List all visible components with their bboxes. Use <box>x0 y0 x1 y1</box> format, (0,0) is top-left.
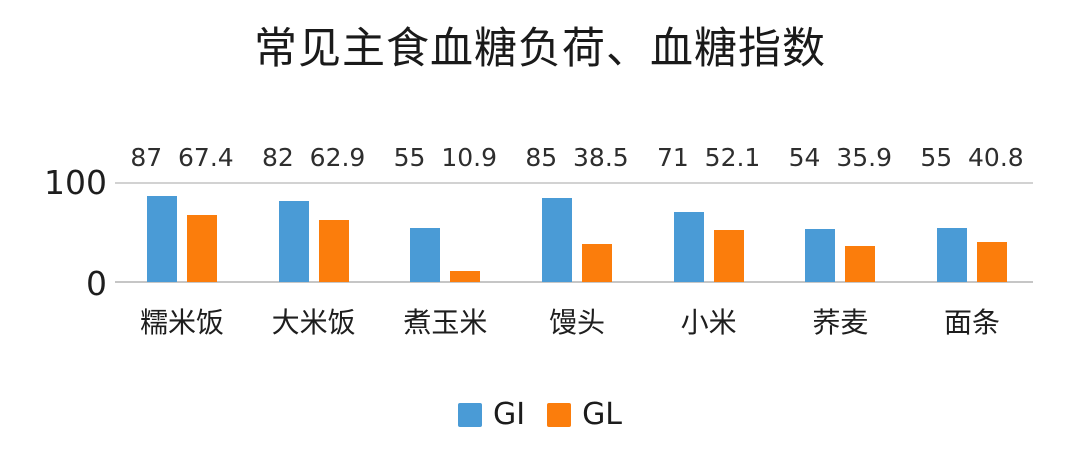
category-label-3: 馒头 <box>548 306 605 339</box>
y-tick-0: 0 <box>86 264 107 303</box>
legend-label-gi: GI <box>492 397 526 432</box>
bar-gl-2 <box>450 271 481 282</box>
y-tick-100: 100 <box>44 163 107 202</box>
bar-gi-4 <box>673 212 704 282</box>
category-label-2: 煮玉米 <box>403 306 488 339</box>
bar-gi-6 <box>937 228 967 282</box>
bar-gi-2 <box>410 228 441 282</box>
bar-gl-4 <box>713 230 744 282</box>
category-label-6: 面条 <box>943 306 1000 339</box>
bar-gi-5 <box>805 229 836 282</box>
bar-gi-3 <box>542 198 572 282</box>
bar-gl-0 <box>187 215 217 282</box>
legend-item-gi: GI <box>457 397 526 432</box>
bar-gl-3 <box>582 244 612 282</box>
gridline-100 <box>115 182 1033 184</box>
bar-gi-0 <box>147 196 177 282</box>
legend-label-gl: GL <box>582 397 623 432</box>
legend: GI GL <box>0 400 1080 430</box>
category-label-4: 小米 <box>680 306 737 339</box>
value-label-3: 85 38.5 <box>525 143 629 172</box>
bar-gi-1 <box>278 201 309 282</box>
value-label-2: 55 10.9 <box>393 143 498 172</box>
legend-swatch-gi <box>457 403 482 427</box>
legend-item-gl: GL <box>547 400 622 430</box>
value-label-0: 87 67.4 <box>130 143 234 172</box>
axis-baseline <box>115 281 1033 283</box>
value-label-5: 54 35.9 <box>788 143 893 172</box>
legend-swatch-gl <box>547 403 572 427</box>
value-label-4: 71 52.1 <box>656 143 761 172</box>
value-label-6: 55 40.8 <box>920 143 1024 172</box>
chart-title: 常见主食血糖负荷、血糖指数 <box>254 24 826 74</box>
value-label-1: 82 62.9 <box>261 143 366 172</box>
category-label-5: 荞麦 <box>812 306 869 339</box>
category-label-0: 糯米饭 <box>139 306 224 339</box>
bar-gl-1 <box>318 220 349 282</box>
bar-gl-6 <box>977 242 1007 282</box>
bar-gl-5 <box>845 246 876 282</box>
category-label-1: 大米饭 <box>271 306 356 339</box>
